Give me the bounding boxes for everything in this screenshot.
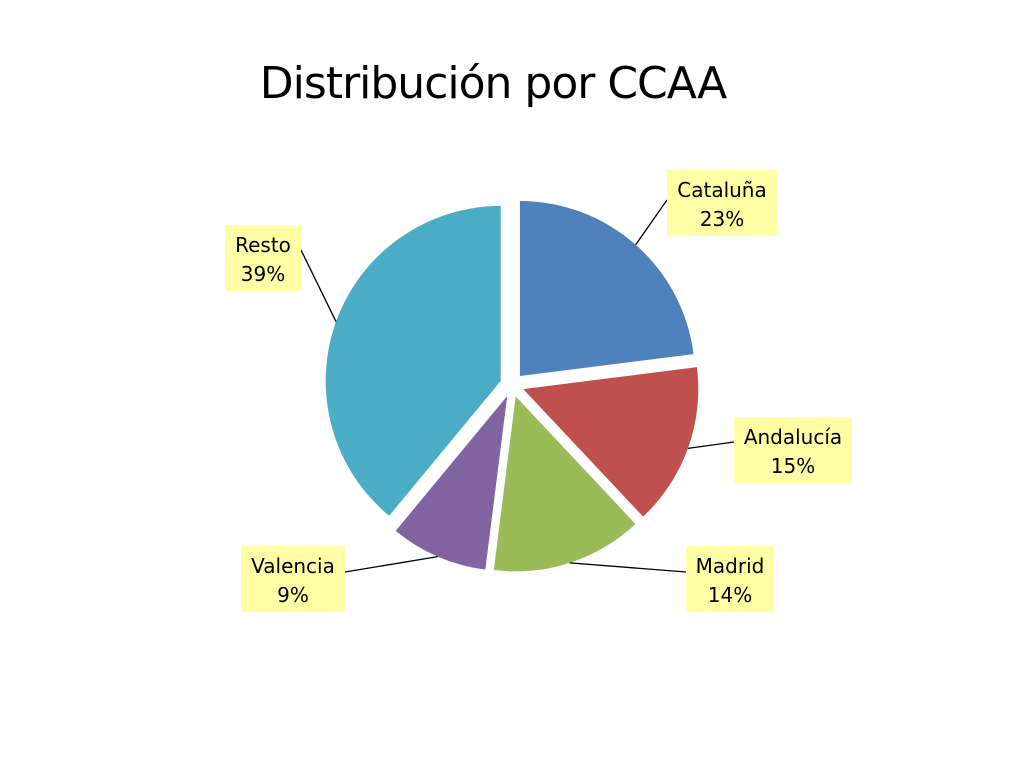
slice-percent-label: 15% (771, 454, 815, 478)
pie-slices (325, 200, 699, 572)
slice-percent-label: 23% (700, 207, 744, 231)
slice-label-andalucía: Andalucía 15% (734, 417, 852, 483)
slice-label-resto: Resto 39% (225, 225, 301, 291)
leader-lines (300, 199, 735, 573)
label-box (241, 546, 345, 612)
slice-percent-label: 14% (708, 583, 752, 607)
slice-label-cataluña: Cataluña 23% (667, 170, 777, 236)
leader-line-cataluña (635, 199, 668, 246)
chart-title: Distribución por CCAA (259, 58, 727, 109)
slice-name-label: Andalucía (744, 425, 842, 449)
slice-name-label: Valencia (251, 554, 335, 578)
leader-line-valencia (344, 555, 438, 573)
pie-slice-madrid (493, 396, 636, 572)
slice-percent-label: 9% (277, 583, 309, 607)
pie-slice-valencia (395, 396, 508, 570)
slice-label-madrid: Madrid 14% (686, 546, 774, 612)
slice-name-label: Madrid (696, 554, 765, 578)
leader-line-andalucía (687, 441, 735, 449)
slice-name-label: Cataluña (677, 178, 766, 202)
slice-labels: Cataluña 23% Andalucía 15% Madrid 14% Valencia… (225, 170, 852, 612)
label-box (225, 225, 301, 291)
leader-line-madrid (569, 562, 687, 573)
slice-label-valencia: Valencia 9% (241, 546, 345, 612)
pie-slice-resto (325, 205, 501, 516)
label-box (686, 546, 774, 612)
leader-line-resto (300, 249, 337, 322)
pie-slice-andalucía (523, 367, 699, 517)
label-box (734, 417, 852, 483)
label-box (667, 170, 777, 236)
slice-percent-label: 39% (241, 262, 285, 286)
slice-name-label: Resto (235, 233, 291, 257)
pie-slice-cataluña (519, 200, 694, 376)
